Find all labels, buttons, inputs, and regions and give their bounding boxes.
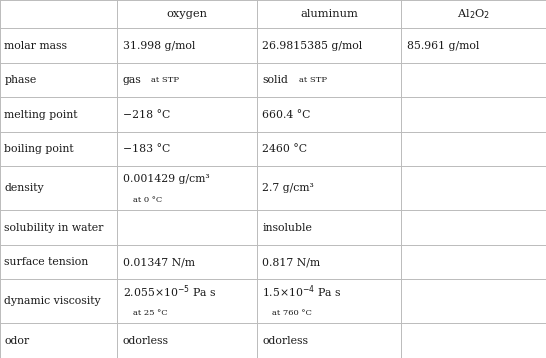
Text: boiling point: boiling point	[4, 144, 74, 154]
Text: odor: odor	[4, 336, 29, 346]
Text: gas: gas	[123, 75, 141, 85]
Text: at 760 °C: at 760 °C	[272, 309, 312, 317]
Text: 0.01347 N/m: 0.01347 N/m	[123, 257, 195, 267]
Text: 26.9815385 g/mol: 26.9815385 g/mol	[262, 40, 363, 50]
Text: density: density	[4, 183, 44, 193]
Text: 1.5×10$^{-4}$ Pa s: 1.5×10$^{-4}$ Pa s	[262, 284, 342, 300]
Text: solid: solid	[262, 75, 288, 85]
Text: at STP: at STP	[299, 76, 327, 84]
Text: −183 °C: −183 °C	[123, 144, 170, 154]
Text: oxygen: oxygen	[167, 9, 207, 19]
Text: solubility in water: solubility in water	[4, 223, 104, 233]
Text: Al$_2$O$_2$: Al$_2$O$_2$	[457, 7, 490, 21]
Text: 2.7 g/cm³: 2.7 g/cm³	[262, 183, 314, 193]
Text: 660.4 °C: 660.4 °C	[262, 110, 311, 120]
Text: 0.001429 g/cm³: 0.001429 g/cm³	[123, 174, 210, 184]
Text: 2.055×10$^{-5}$ Pa s: 2.055×10$^{-5}$ Pa s	[123, 284, 216, 300]
Text: molar mass: molar mass	[4, 40, 67, 50]
Text: odorless: odorless	[123, 336, 169, 346]
Text: at 25 °C: at 25 °C	[133, 309, 167, 317]
Text: −218 °C: −218 °C	[123, 110, 170, 120]
Text: 31.998 g/mol: 31.998 g/mol	[123, 40, 195, 50]
Text: at 0 °C: at 0 °C	[133, 196, 162, 204]
Text: aluminum: aluminum	[300, 9, 358, 19]
Text: at STP: at STP	[151, 76, 179, 84]
Text: odorless: odorless	[262, 336, 308, 346]
Text: insoluble: insoluble	[262, 223, 312, 233]
Text: phase: phase	[4, 75, 37, 85]
Text: 85.961 g/mol: 85.961 g/mol	[407, 40, 479, 50]
Text: dynamic viscosity: dynamic viscosity	[4, 296, 101, 306]
Text: surface tension: surface tension	[4, 257, 88, 267]
Text: melting point: melting point	[4, 110, 78, 120]
Text: 0.817 N/m: 0.817 N/m	[262, 257, 320, 267]
Text: 2460 °C: 2460 °C	[262, 144, 307, 154]
